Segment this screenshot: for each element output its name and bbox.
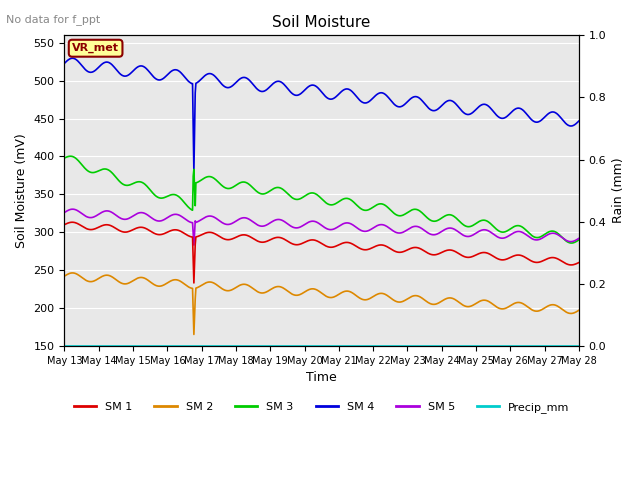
Y-axis label: Soil Moisture (mV): Soil Moisture (mV) [15,133,28,248]
Text: No data for f_ppt: No data for f_ppt [6,14,100,25]
Text: VR_met: VR_met [72,43,119,53]
Legend: SM 1, SM 2, SM 3, SM 4, SM 5, Precip_mm: SM 1, SM 2, SM 3, SM 4, SM 5, Precip_mm [69,398,574,418]
Title: Soil Moisture: Soil Moisture [273,15,371,30]
X-axis label: Time: Time [307,371,337,384]
Y-axis label: Rain (mm): Rain (mm) [612,158,625,223]
